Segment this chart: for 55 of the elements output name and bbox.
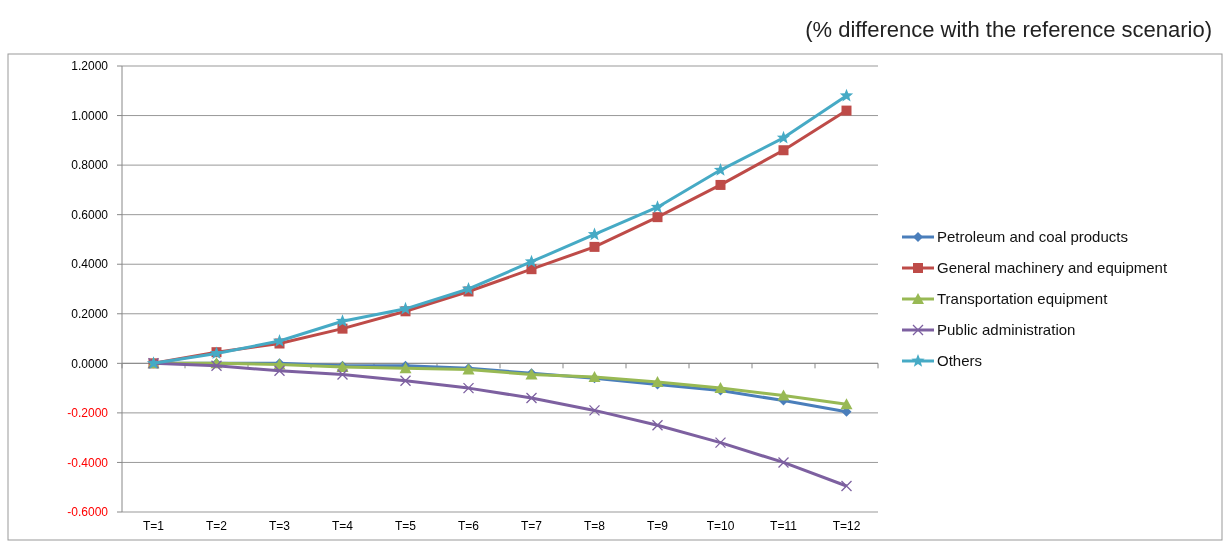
x-tick-label: T=8 — [583, 519, 606, 533]
legend-label: Transportation equipment — [937, 290, 1109, 308]
legend-label: Public administration — [937, 321, 1076, 339]
legend-label: Others — [937, 352, 983, 370]
x-tick-label: T=10 — [706, 519, 735, 533]
x-tick-label: T=4 — [331, 519, 354, 533]
text: (% difference with the reference scenario) — [805, 17, 1212, 42]
y-tick-label: -0.6000 — [67, 505, 109, 520]
x-tick-label: T=9 — [646, 519, 669, 533]
point — [525, 392, 538, 404]
x-tick-label: T=2 — [205, 519, 228, 533]
point — [524, 254, 539, 268]
point — [778, 145, 789, 156]
x-tick-label: T=1 — [142, 519, 165, 533]
point — [399, 375, 412, 387]
point — [713, 163, 728, 176]
point — [840, 398, 853, 410]
point — [589, 241, 600, 252]
y-tick-label: 0.6000 — [71, 207, 109, 222]
point — [776, 130, 791, 144]
x-tick-label: T=6 — [457, 519, 480, 533]
y-tick-label: 0.8000 — [71, 158, 109, 173]
point — [337, 323, 348, 334]
point — [841, 105, 852, 116]
x-tick-label: T=7 — [520, 519, 543, 533]
point — [461, 282, 476, 295]
point — [840, 480, 853, 492]
x-tick-label: T=5 — [394, 519, 417, 533]
y-tick-label: 0.0000 — [71, 356, 109, 371]
point — [651, 375, 664, 387]
x-tick-label: T=11 — [770, 519, 798, 533]
y-tick-label: 1.0000 — [71, 108, 109, 123]
x-tick-label: T=3 — [268, 519, 291, 533]
y-tick-label: -0.2000 — [67, 406, 109, 421]
y-tick-label: 1.2000 — [71, 59, 109, 74]
legend-label: General machinery and equipment — [937, 259, 1168, 277]
point — [651, 419, 664, 431]
point — [652, 212, 663, 223]
point — [335, 314, 350, 327]
point — [273, 365, 286, 377]
point — [839, 88, 854, 102]
point — [462, 382, 475, 394]
y-tick-label: 0.2000 — [71, 306, 109, 321]
point — [588, 404, 601, 417]
y-tick-label: 0.4000 — [71, 257, 109, 272]
point — [714, 436, 727, 449]
point — [336, 368, 349, 381]
x-tick-label: T=12 — [832, 519, 861, 533]
legend-label: Petroleum and coal products — [937, 228, 1128, 246]
point — [777, 389, 790, 401]
point — [650, 200, 665, 213]
point — [715, 179, 726, 190]
y-tick-label: -0.4000 — [67, 455, 109, 470]
point — [777, 456, 790, 469]
point — [587, 227, 602, 241]
